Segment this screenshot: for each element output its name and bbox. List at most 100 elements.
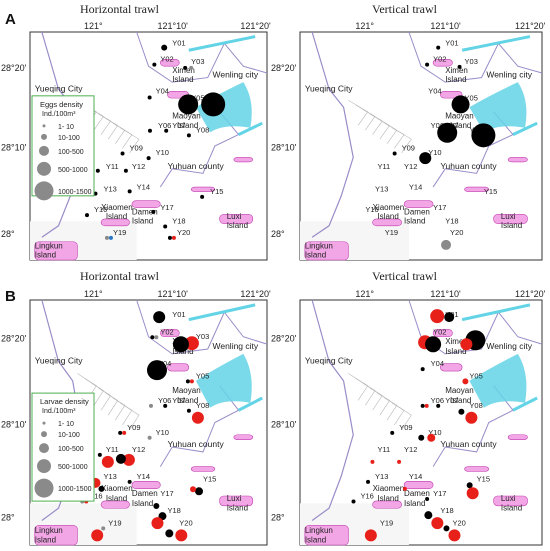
station-label-y20: Y20 [179, 518, 192, 527]
place-ximen-2: Island [445, 75, 466, 84]
station-label-y12: Y12 [132, 445, 145, 454]
place-ximen-2: Island [172, 75, 193, 84]
lon-label: 121° [355, 289, 374, 299]
island-shape [100, 500, 130, 509]
density-dot-y12 [397, 459, 402, 464]
map-panel-b-horizontal: 121° 121°10' 121°20' 28°20' 28°10' 28° Yueqing… [1, 289, 271, 546]
density-dot-y20 [443, 525, 450, 532]
island-shape [403, 480, 434, 489]
road [119, 127, 140, 154]
station-label-y10: Y10 [428, 148, 441, 157]
density-dot-y18 [431, 517, 444, 530]
road [391, 127, 412, 154]
density-dot-y20 [165, 529, 174, 538]
density-dot-y09 [120, 151, 125, 156]
coastline-north [136, 31, 268, 83]
density-dot-y19 [101, 526, 106, 531]
island-shape [34, 525, 78, 546]
lat-label: 28°20' [271, 63, 297, 73]
station-label-y10: Y10 [156, 428, 169, 437]
place-luxi: Luxi [501, 212, 516, 221]
island-shape [507, 434, 528, 440]
density-dot-y19 [91, 529, 104, 542]
station-label-y11: Y11 [106, 445, 119, 454]
density-dot-y20 [175, 529, 188, 542]
density-dot-y14 [127, 189, 132, 194]
station-label-y14: Y14 [137, 182, 150, 191]
station-label-y19: Y19 [108, 518, 121, 527]
road [391, 402, 412, 431]
place-maoyan: Maoyan [172, 112, 200, 121]
station-label-y17: Y17 [160, 489, 173, 498]
title-b-horizontal: Horizontal trawl [80, 269, 159, 283]
place-damen-2: Island [404, 499, 425, 508]
density-dot-y08 [471, 123, 496, 148]
density-dot-y20 [441, 239, 452, 250]
island-shape [219, 495, 254, 507]
legend-class-label: 10-100 [58, 135, 80, 142]
density-dot-y08 [191, 411, 204, 424]
station-label-y16: Y16 [89, 491, 102, 500]
station-label-y16: Y16 [361, 491, 374, 500]
island-shape [233, 157, 254, 163]
island-shape [372, 500, 402, 509]
place-maoyan: Maoyan [445, 112, 473, 121]
bay-water [469, 353, 527, 408]
legend-unit: Ind./100m³ [42, 408, 76, 415]
lon-label: 121°20' [515, 21, 546, 31]
map-panel-a-vertical: 121° 121°10' 121°20' 28°20' 28°10' 28° Yueqing… [271, 21, 546, 261]
density-dot-y02 [154, 335, 159, 340]
river-north [188, 303, 256, 322]
density-dot-y17 [151, 209, 156, 214]
density-dot-y09 [390, 430, 395, 435]
place-yuhuan: Yuhuan county [167, 439, 224, 449]
coastline-yuhuan [432, 385, 514, 467]
lat-label: 28° [271, 513, 285, 523]
legend-frame [31, 95, 95, 197]
station-label-y03: Y03 [191, 57, 204, 66]
station-label-y19: Y19 [385, 228, 398, 237]
place-yueqing: Yueqing City [305, 83, 353, 93]
legend-class-label: 1000-1500 [58, 486, 92, 493]
place-damen: Damen [132, 207, 158, 216]
density-dot-y08 [186, 133, 191, 138]
density-dot-y16 [351, 499, 356, 504]
island-shape [493, 214, 528, 224]
density-dot-y03 [183, 65, 188, 70]
station-label-y10: Y10 [428, 428, 441, 437]
density-dot-y19 [108, 235, 113, 240]
density-dot-y15 [195, 487, 204, 496]
density-dot-y19 [104, 235, 109, 240]
density-dot-y14 [402, 486, 407, 491]
station-label-y13: Y13 [375, 472, 388, 481]
place-wenling: Wenling city [486, 341, 532, 351]
density-dot-y06 [147, 128, 152, 133]
legend-class-label: 500-1000 [58, 167, 88, 174]
station-label-y06: Y06 [158, 121, 171, 130]
density-dot-y13 [366, 479, 371, 484]
density-dot-y05 [189, 379, 194, 384]
island-shape [190, 186, 216, 192]
coastline-north [408, 31, 543, 83]
island-shape [190, 466, 216, 472]
place-yueqing: Yueqing City [35, 356, 83, 366]
density-dot-y03 [189, 65, 194, 70]
place-lingkun-2: Island [35, 251, 56, 260]
bay-water [469, 82, 527, 133]
density-dot-y20 [448, 529, 461, 542]
lon-label: 121° [84, 289, 103, 299]
lon-label: 121°20' [240, 289, 271, 299]
island-shape [304, 241, 349, 261]
place-maoyan: Maoyan [172, 386, 200, 395]
density-dot-y05 [451, 95, 470, 114]
place-maoyan: Maoyan [445, 386, 473, 395]
legend-title: Larvae density [40, 397, 89, 406]
station-label-y13: Y13 [375, 185, 388, 194]
legend-class-label: 10-100 [58, 432, 80, 439]
river-east [237, 396, 263, 412]
island-shape [464, 466, 490, 472]
density-dot-y08 [458, 408, 465, 415]
density-dot-y04 [147, 95, 152, 100]
density-dot-y17 [425, 497, 430, 501]
